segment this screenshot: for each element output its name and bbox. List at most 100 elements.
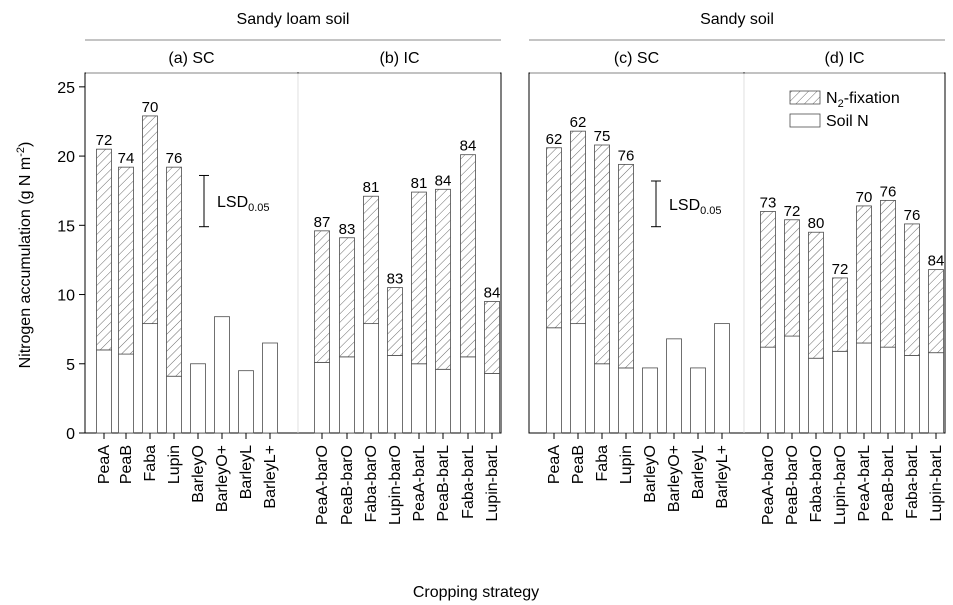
bar-n2-fixation: [618, 163, 634, 369]
bar-soil-n: [411, 363, 427, 434]
bar-soil-n: [214, 316, 230, 434]
x-tick-label: Faba: [594, 445, 611, 482]
panel-title: (b) IC: [380, 50, 420, 67]
x-tick-label: Lupin: [166, 445, 183, 484]
bar-data-label: 84: [435, 172, 452, 189]
x-tick-label: BarleyL: [238, 445, 255, 499]
bar-soil-n: [928, 352, 944, 434]
legend-swatch-n2-fixation: [789, 90, 821, 105]
bar-n2-fixation: [96, 148, 112, 351]
x-tick-label: BarleyL+: [262, 445, 279, 509]
bar-soil-n: [714, 323, 730, 434]
x-tick-label: PeaB: [118, 445, 135, 484]
bar-data-label: 70: [856, 189, 873, 206]
bar-soil-n: [262, 342, 278, 434]
bar-soil-n: [666, 338, 682, 434]
bar-data-label: 70: [142, 99, 159, 116]
bar-soil-n: [238, 370, 254, 434]
bar-soil-n: [314, 361, 330, 434]
bar-data-label: 84: [484, 284, 501, 301]
bar-data-label: 73: [760, 194, 777, 211]
x-tick-label: PeaA: [96, 445, 113, 484]
x-tick-label: BarleyL+: [714, 445, 731, 509]
bar-data-label: 84: [928, 253, 945, 270]
soil-title: Sandy soil: [700, 11, 774, 28]
bar-data-label: 87: [314, 214, 331, 231]
bar-n2-fixation: [546, 147, 562, 329]
x-tick-label: Faba-barO: [808, 445, 825, 522]
x-tick-label: PeaB-barL: [435, 445, 452, 522]
x-tick-label: BarleyO: [642, 445, 659, 503]
bar-n2-fixation: [760, 211, 776, 348]
bar-soil-n: [642, 367, 658, 434]
x-tick-label: BarleyO: [190, 445, 207, 503]
x-tick-label: Lupin-barL: [928, 445, 945, 522]
bar-soil-n: [880, 346, 896, 434]
bar-data-label: 83: [339, 221, 356, 238]
y-tick-label: 0: [66, 426, 75, 443]
bar-data-label: 72: [96, 132, 113, 149]
bar-data-label: 72: [784, 203, 801, 220]
bar-data-label: 81: [363, 179, 380, 196]
bar-soil-n: [166, 375, 182, 434]
bar-data-label: 62: [546, 131, 563, 148]
bar-n2-fixation: [118, 166, 134, 355]
x-tick-label: PeaB-barL: [880, 445, 897, 522]
bar-soil-n: [690, 367, 706, 434]
bar-soil-n: [387, 355, 403, 434]
x-tick-label: Lupin-barO: [832, 445, 849, 525]
bar-data-label: 76: [166, 150, 183, 167]
bar-n2-fixation: [411, 191, 427, 365]
bar-n2-fixation: [570, 130, 586, 325]
bar-n2-fixation: [142, 115, 158, 325]
legend-label-soil-n: Soil N: [826, 113, 869, 130]
panel-title: (a) SC: [168, 50, 214, 67]
x-tick-label: PeaB-barO: [784, 445, 801, 525]
x-tick-label: BarleyL: [690, 445, 707, 499]
bar-n2-fixation: [832, 277, 848, 352]
bar-data-label: 74: [118, 150, 135, 167]
bar-n2-fixation: [808, 231, 824, 359]
legend-label-n2-fixation: N2-fixation: [826, 90, 900, 110]
panel-title: (d) IC: [825, 50, 865, 67]
bar-n2-fixation: [314, 230, 330, 363]
bar-n2-fixation: [339, 237, 355, 358]
legend-swatch-soil-n: [789, 113, 821, 128]
bar-soil-n: [339, 356, 355, 434]
bar-n2-fixation: [784, 219, 800, 337]
bar-n2-fixation: [484, 301, 500, 374]
x-tick-label: Lupin: [618, 445, 635, 484]
bar-data-label: 75: [594, 128, 611, 145]
bar-data-label: 81: [411, 175, 428, 192]
x-tick-label: PeaA-barO: [760, 445, 777, 525]
bar-soil-n: [594, 363, 610, 434]
bar-data-label: 76: [880, 183, 897, 200]
bar-soil-n: [760, 346, 776, 434]
x-tick-label: PeaA: [546, 445, 563, 484]
panel-title: (c) SC: [614, 50, 659, 67]
bar-data-label: 62: [570, 114, 587, 131]
bar-soil-n: [363, 323, 379, 434]
bar-data-label: 80: [808, 215, 825, 232]
soil-title: Sandy loam soil: [237, 11, 350, 28]
bar-n2-fixation: [166, 166, 182, 377]
bar-n2-fixation: [904, 223, 920, 356]
bar-soil-n: [784, 335, 800, 434]
bar-soil-n: [570, 323, 586, 434]
bar-n2-fixation: [880, 199, 896, 348]
bar-soil-n: [832, 350, 848, 434]
bar-data-label: 83: [387, 271, 404, 288]
bar-soil-n: [904, 355, 920, 434]
x-tick-label: PeaA-barL: [856, 445, 873, 522]
x-tick-label: BarleyO+: [214, 445, 231, 512]
y-tick-label: 25: [57, 80, 75, 97]
bar-soil-n: [118, 353, 134, 434]
x-tick-label: Faba-barO: [363, 445, 380, 522]
bar-data-label: 76: [904, 207, 921, 224]
bar-soil-n: [546, 327, 562, 434]
bar-soil-n: [618, 367, 634, 434]
bar-soil-n: [460, 356, 476, 434]
x-tick-label: Lupin-barO: [387, 445, 404, 525]
x-tick-label: PeaA-barO: [314, 445, 331, 525]
